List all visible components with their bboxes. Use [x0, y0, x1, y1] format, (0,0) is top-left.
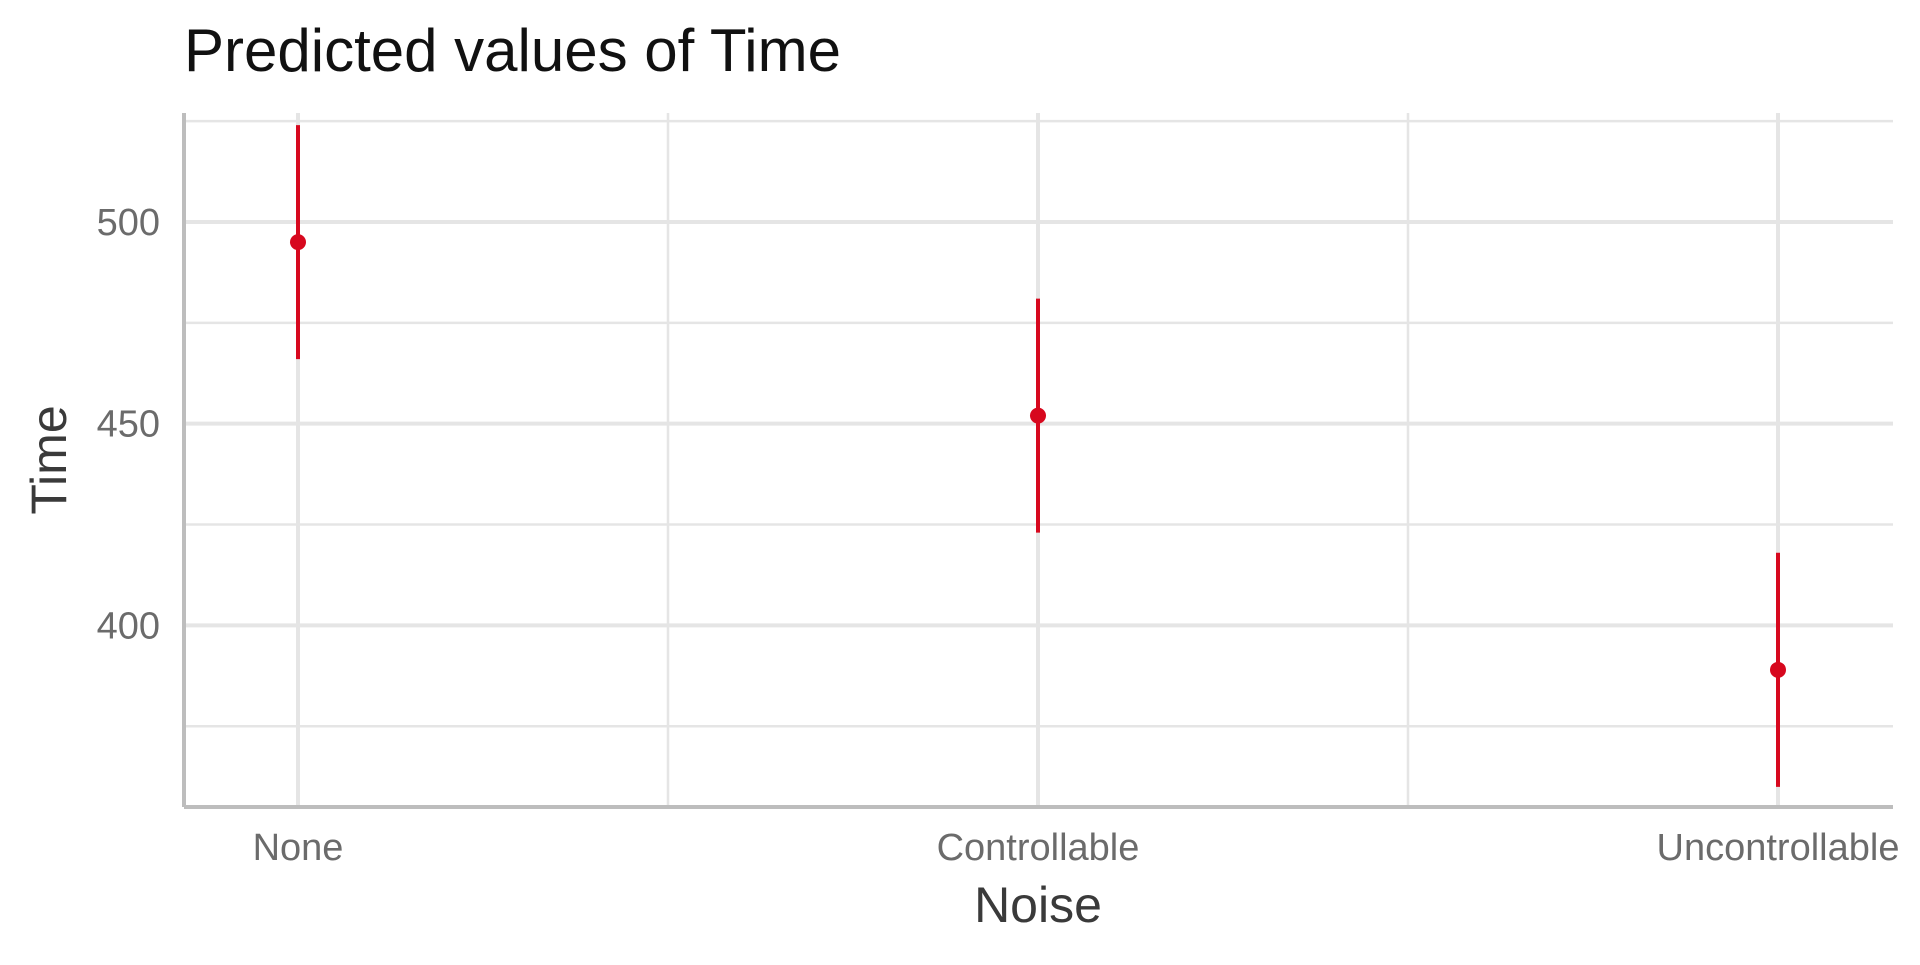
mark-layer [290, 125, 1786, 787]
chart-title: Predicted values of Time [184, 17, 841, 84]
y-tick-label: 500 [97, 202, 160, 244]
data-point [1770, 661, 1786, 678]
x-tick-label: Uncontrollable [1657, 827, 1900, 869]
y-tick-label: 450 [97, 404, 160, 446]
tick-layer: 400 450 500 None Controllable Uncontrollable [97, 202, 1900, 869]
y-tick-label: 400 [97, 605, 160, 647]
x-axis-label: Noise [974, 877, 1102, 933]
axis-layer [182, 113, 1893, 809]
y-axis-label: Time [21, 405, 77, 514]
data-point [290, 234, 306, 251]
x-tick-label: None [253, 827, 344, 869]
x-tick-label: Controllable [937, 827, 1140, 869]
data-point [1030, 407, 1046, 424]
